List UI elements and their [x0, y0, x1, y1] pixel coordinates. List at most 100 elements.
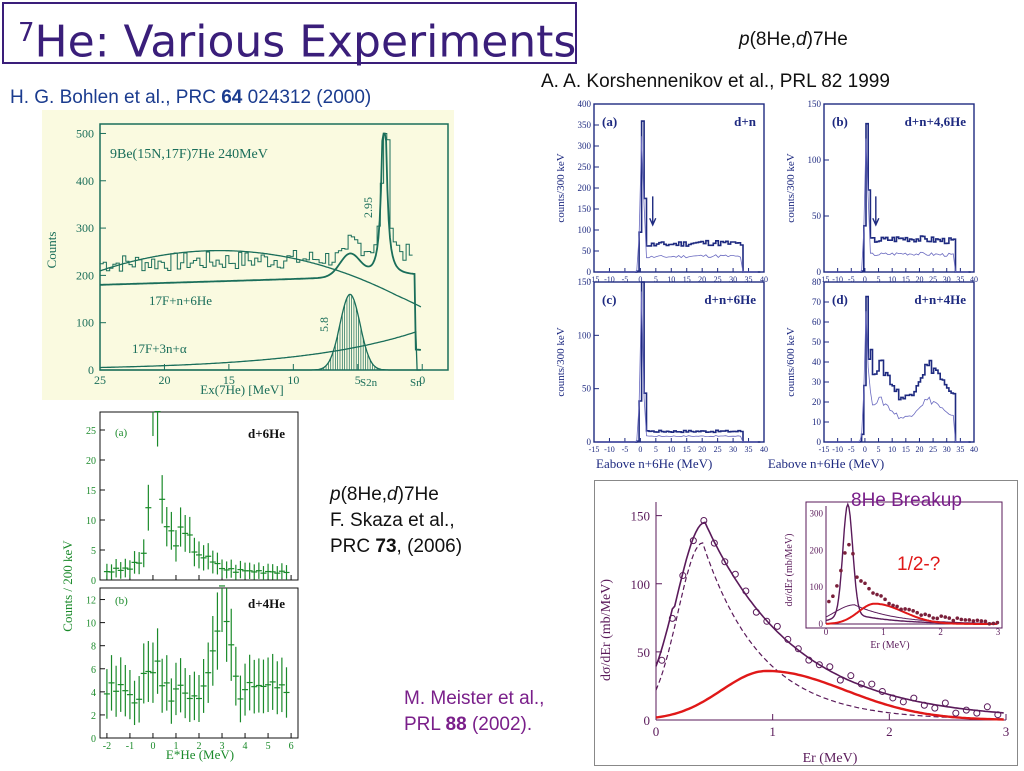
bohlen-x-tick-label: 15: [223, 373, 235, 387]
meister-data-point: [994, 711, 1002, 719]
meister-inset-y-label: dσ/dEr (mb/MeV): [784, 534, 795, 607]
korsh-y-tick-label: 100: [578, 225, 592, 235]
skaza-x-tick-label: 4: [243, 741, 248, 752]
korsh-x-tick-label: -15: [819, 445, 830, 454]
meister-data-point: [731, 570, 739, 578]
korsh-x-tick-label: -10: [604, 275, 615, 284]
meister-journal: PRL 88 (2002).: [404, 712, 544, 738]
skaza-y-tick-label: 20: [86, 456, 96, 467]
korsh-panel-tag: (d): [832, 292, 848, 307]
meister-data-point: [763, 617, 771, 625]
meister-inset-x-label: Er (MeV): [870, 640, 909, 651]
meister-inset-data-point: [847, 542, 851, 547]
meister-inset-y-tick-label: 300: [810, 508, 824, 518]
korsh-y-tick-label: 50: [812, 211, 822, 221]
korsh-panel-frame: [823, 103, 975, 273]
meister-inset-data-point: [875, 592, 879, 597]
korsh-data-histogram: [597, 120, 761, 273]
bohlen-x-tick-label: 5: [355, 373, 361, 387]
skaza-spectra: Counts / 200 keV E*He (MeV) (a) d+6He (b…: [60, 399, 299, 762]
meister-inset-data-point: [915, 610, 919, 615]
meister-y-tick-label: 100: [631, 577, 651, 592]
skaza-x-tick-label: -2: [103, 741, 111, 752]
skaza-y-tick-label: 10: [86, 619, 96, 630]
meister-data-point: [973, 709, 981, 717]
meister-inset-data-point: [911, 609, 915, 613]
meister-inset-data-point: [947, 616, 952, 620]
korsh-fit-curve: [826, 311, 969, 443]
bohlen-x-tick-label: 20: [158, 373, 170, 387]
meister-inset-data-point: [967, 618, 972, 622]
meister-inset-data-point: [855, 575, 859, 579]
korsh-x-tick-label: 0: [638, 445, 642, 454]
bohlen-sn-label: Sn: [410, 377, 422, 389]
korsh-y-tick-label: 40: [812, 357, 822, 367]
bohlen-x-tick-label: 0: [419, 373, 425, 387]
meister-inset-x-tick-label: 1: [881, 627, 886, 637]
meister-inset-data-point: [903, 607, 907, 611]
meister-inset-data-point: [895, 604, 899, 609]
korsh-y-tick-label: 0: [587, 267, 592, 277]
bohlen-y-tick-label: 100: [76, 316, 94, 330]
meister-inset-data-point: [887, 601, 891, 606]
skaza-journal-volume: 73: [375, 536, 397, 557]
meister-inset-red-fit: [825, 602, 997, 625]
meister-inset-data-point: [951, 618, 956, 623]
meister-inset-data-point: [983, 619, 988, 624]
meister-inset-data-point: [919, 613, 923, 617]
bohlen-citation-volume: 64: [221, 87, 243, 108]
korsh-fit-curve: [826, 138, 969, 273]
skaza-y-tick-label: 5: [91, 546, 96, 557]
bohlen-three-body-curve: [99, 249, 422, 308]
korsh-x-tick-label: -10: [832, 445, 843, 454]
meister-data-point: [952, 709, 960, 717]
korsh-y-tick-label: 60: [812, 317, 822, 327]
meister-x-label: Er (MeV): [803, 751, 858, 766]
skaza-panel-b-label: d+4He: [248, 596, 285, 611]
meister-inset-data-point: [851, 551, 855, 556]
meister-data-point: [941, 699, 949, 707]
korsh-y-tick-label: 400: [578, 99, 592, 109]
meister-inset-data-point: [923, 612, 927, 617]
korsh-x-tick-label: 15: [902, 275, 910, 284]
meister-data-point: [668, 614, 676, 622]
meister-data-point: [826, 663, 834, 671]
korsh-x-tick-label: 35: [956, 275, 964, 284]
slide-title: 7He: Various Experiments: [2, 2, 577, 68]
korsh-x-axis-label-left: Eabove n+6He (MeV): [596, 456, 712, 471]
korsh-x-tick-label: 5: [877, 275, 881, 284]
meister-data-point: [899, 698, 907, 706]
korsh-x-tick-label: 30: [729, 275, 737, 284]
korsh-panel-tag: (b): [832, 114, 848, 129]
skaza-x-tick-label: -1: [126, 741, 134, 752]
korsh-y-tick-label: 150: [578, 204, 592, 214]
bohlen-peak-295-label: 2.95: [361, 197, 375, 218]
meister-data-point: [931, 704, 939, 712]
korsh-y-tick-label: 250: [578, 162, 592, 172]
meister-inset-frame: [805, 501, 1003, 629]
bohlen-y-tick-label: 500: [76, 126, 94, 140]
meister-inset-data-point: [879, 594, 883, 598]
meister-data-point: [742, 587, 750, 595]
meister-inset-y-tick-label: 100: [810, 582, 824, 592]
meister-inset-data-point: [835, 584, 839, 588]
skaza-y-tick-label: 15: [86, 486, 96, 497]
korsh-x-tick-label: 10: [888, 275, 896, 284]
bohlen-citation-text: H. G. Bohlen et al., PRC: [10, 87, 222, 108]
skaza-panel: 12 10 8 6 4 2 0: [86, 585, 299, 745]
korsh-panel-tag: (c): [602, 292, 616, 307]
meister-citation: M. Meister et al., PRL 88 (2002).: [404, 686, 544, 738]
skaza-y-tick-label: 12: [86, 596, 96, 607]
korsh-panel-y-label: counts/300 keV: [555, 153, 567, 222]
korsh-x-tick-label: 20: [698, 275, 706, 284]
skaza-journal-name: PRC: [330, 536, 376, 557]
korsh-x-tick-label: 15: [902, 445, 910, 454]
meister-data-point: [794, 645, 802, 653]
skaza-x-label: E*He (MeV): [166, 747, 234, 762]
meister-inset-data-point: [927, 613, 931, 618]
title-text: He: Various Experiments: [34, 16, 577, 68]
korsh-x-tick-label: 5: [654, 445, 658, 454]
meister-inset-data-point: [987, 621, 992, 626]
